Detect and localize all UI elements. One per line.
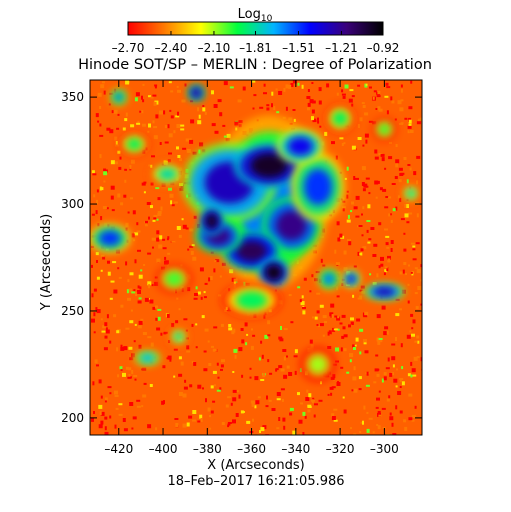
polarization-region <box>300 347 336 382</box>
x-tick-label: –400 <box>149 442 178 456</box>
polarization-region <box>276 128 325 164</box>
colorbar-tick-label: –1.81 <box>239 41 272 55</box>
y-tick-label: 200 <box>61 411 84 425</box>
plot-area <box>89 79 423 436</box>
colorbar-tick-label: –0.92 <box>367 41 400 55</box>
polarization-region <box>187 84 206 102</box>
colorbar-tick-label: –2.70 <box>112 41 145 55</box>
polarization-region <box>291 152 345 222</box>
x-tick-label: –300 <box>370 442 399 456</box>
x-tick-label: –360 <box>237 442 266 456</box>
colorbar-ticks: –2.70 –2.40 –2.10 –1.81 –1.51 –1.21 –0.92 <box>112 31 400 55</box>
polarization-region <box>221 282 282 318</box>
x-tick-label: –380 <box>193 442 222 456</box>
y-axis-label: Y (Arcseconds) <box>39 214 54 311</box>
colorbar-tick-label: –1.51 <box>282 41 315 55</box>
x-tick-label: –320 <box>326 442 355 456</box>
polarization-region <box>258 258 289 287</box>
timestamp: 18–Feb–2017 16:21:05.986 <box>167 474 344 489</box>
y-tick-label: 350 <box>61 90 84 104</box>
y-axis: 200 250 300 350 <box>61 90 422 425</box>
polarization-region <box>132 349 163 367</box>
polarization-region <box>169 327 188 346</box>
polarization-region <box>363 283 406 301</box>
polarization-region <box>119 132 150 156</box>
colorbar-title: Log10 <box>238 7 273 24</box>
colorbar-title-main: Log <box>238 7 261 22</box>
polarization-region <box>199 206 224 236</box>
polarization-region <box>90 223 131 253</box>
polarization-region <box>109 88 128 106</box>
chart-title: Hinode SOT/SP – MERLIN : Degree of Polar… <box>78 57 432 73</box>
x-axis-label: X (Arcseconds) <box>207 458 304 473</box>
colorbar: Log10 –2.70 –2.40 –2.10 –1.81 –1.51 –1.21 –0.9… <box>112 7 400 55</box>
polarization-region <box>156 264 193 294</box>
x-tick-label: –340 <box>281 442 310 456</box>
polarization-region <box>342 270 361 288</box>
polarization-region <box>372 117 397 141</box>
y-tick-label: 300 <box>61 197 84 211</box>
colorbar-tick-label: –2.40 <box>155 41 188 55</box>
colorbar-tick-label: –1.21 <box>325 41 358 55</box>
plot-frame <box>89 79 423 436</box>
colorbar-title-sub: 10 <box>261 14 273 24</box>
polarization-region <box>149 162 186 186</box>
x-axis: –420 –400 –380 –360 –340 –320 –300 <box>104 80 399 456</box>
x-tick-label: –420 <box>104 442 133 456</box>
polarization-region <box>325 104 356 133</box>
colorbar-tick-label: –2.10 <box>198 41 231 55</box>
polarization-region <box>401 184 420 203</box>
heatmap-regions <box>90 84 420 382</box>
polarization-region <box>317 267 341 291</box>
y-tick-label: 250 <box>61 304 84 318</box>
